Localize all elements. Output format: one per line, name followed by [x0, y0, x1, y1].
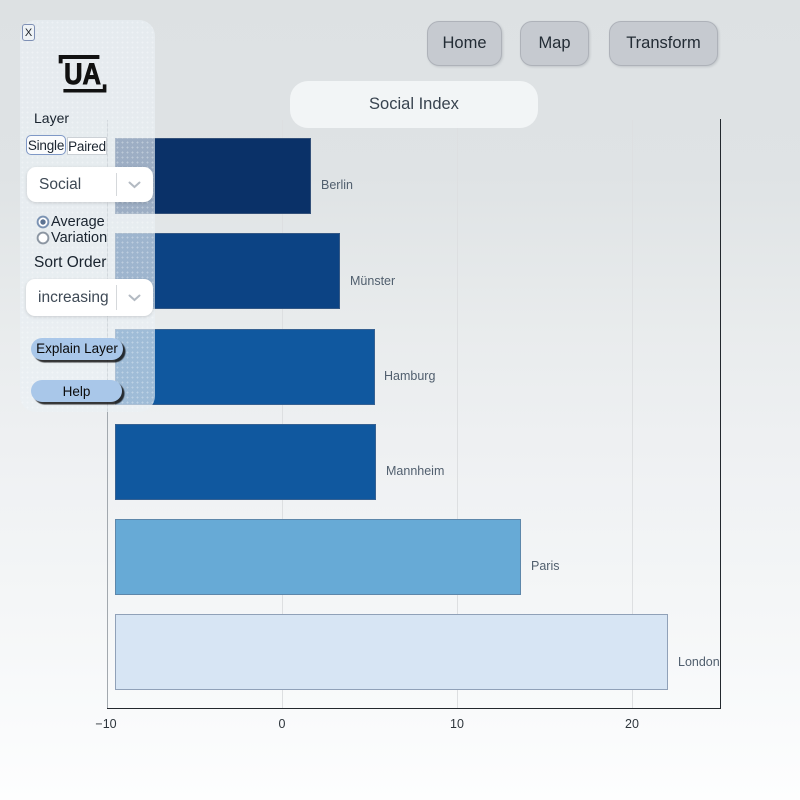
svg-text:UA: UA	[64, 57, 101, 90]
